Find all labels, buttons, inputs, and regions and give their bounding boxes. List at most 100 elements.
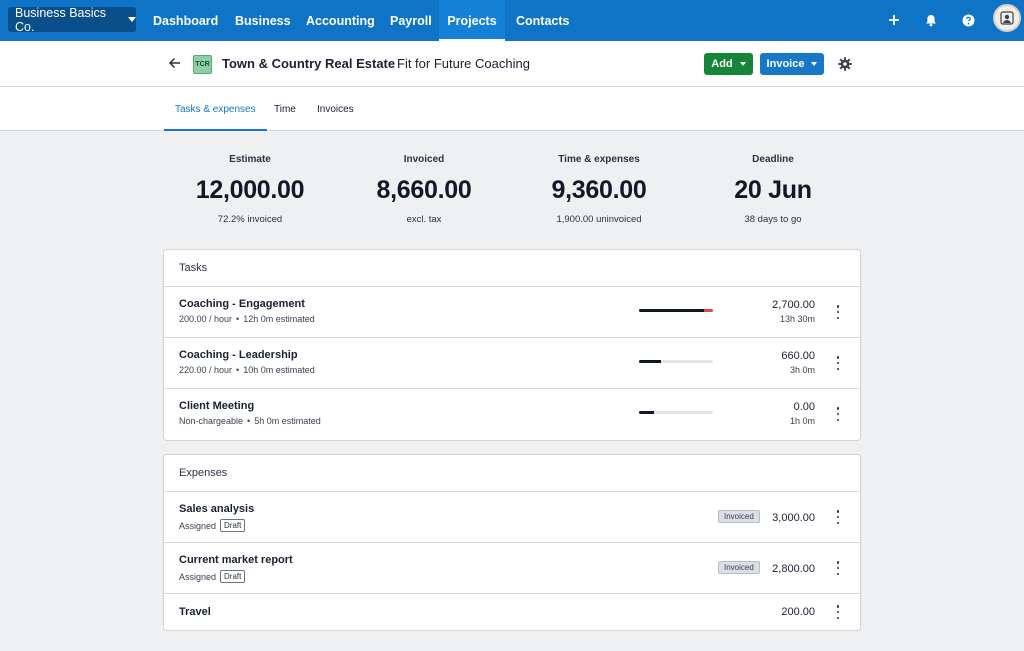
task-meta: Non-chargeable • 5h 0m estimated — [179, 416, 321, 426]
expense-row[interactable]: Current market report Assigned Draft Inv… — [164, 543, 860, 594]
progress-fill — [639, 411, 654, 414]
nav-contacts[interactable]: Contacts — [516, 13, 570, 28]
client-initials-badge: TCR — [193, 55, 212, 74]
invoiced-badge: Invoiced — [718, 561, 760, 574]
expense-meta: Assigned Draft — [179, 519, 246, 532]
project-header: TCR Town & Country Real Estate Fit for F… — [0, 41, 1024, 87]
expense-status: Assigned — [179, 571, 217, 582]
stat-label: Estimate — [229, 154, 271, 165]
avatar[interactable] — [993, 4, 1021, 32]
task-rate: 220.00 / hour — [179, 365, 233, 375]
stat-sub: 72.2% invoiced — [217, 214, 283, 225]
stat-sub: excl. tax — [406, 214, 442, 225]
help-icon[interactable] — [959, 11, 977, 29]
nav-dashboard[interactable]: Dashboard — [153, 13, 219, 28]
expense-row[interactable]: Sales analysis Assigned Draft Invoiced 3… — [164, 492, 860, 543]
task-estimate: 5h 0m estimated — [254, 416, 321, 426]
bell-icon[interactable] — [922, 11, 940, 29]
more-options-icon[interactable] — [833, 407, 843, 421]
stat-sub: 38 days to go — [744, 214, 802, 225]
stat-estimate: Estimate 12,000.00 72.2% invoiced — [160, 154, 340, 225]
task-estimate: 12h 0m estimated — [243, 314, 315, 324]
expense-meta: Assigned Draft — [179, 570, 246, 583]
task-name: Coaching - Engagement — [179, 298, 305, 310]
tab-invoices[interactable]: Invoices — [317, 103, 354, 115]
progress-fill — [639, 360, 662, 363]
stat-label: Time & expenses — [558, 154, 640, 165]
progress-overrun — [703, 309, 713, 312]
more-options-icon[interactable] — [833, 305, 843, 319]
stat-sub: 1,900.00 uninvoiced — [556, 214, 642, 225]
chevron-down-icon — [128, 17, 136, 22]
task-row[interactable]: Coaching - Engagement 200.00 / hour • 12… — [164, 287, 860, 338]
task-amount: 2,700.00 — [772, 299, 815, 311]
stat-time-expenses: Time & expenses 9,360.00 1,900.00 uninvo… — [509, 154, 689, 225]
tab-time[interactable]: Time — [274, 103, 296, 115]
add-button[interactable]: Add — [704, 53, 753, 75]
expense-name: Sales analysis — [179, 503, 255, 515]
task-estimate: 10h 0m estimated — [243, 365, 315, 375]
expense-name: Current market report — [179, 554, 293, 566]
draft-tag: Draft — [220, 570, 246, 583]
expense-status: Assigned — [179, 520, 217, 531]
organisation-switcher[interactable]: Business Basics Co. — [8, 5, 136, 34]
task-amount: 0.00 — [793, 401, 815, 413]
more-options-icon[interactable] — [833, 561, 843, 575]
expenses-card: Expenses Sales analysis Assigned Draft I… — [163, 454, 861, 631]
stat-value: 12,000.00 — [195, 176, 305, 204]
tasks-card: Tasks Coaching - Engagement 200.00 / hou… — [163, 249, 861, 441]
client-name: Town & Country Real Estate — [222, 56, 396, 71]
gear-icon[interactable] — [838, 57, 852, 71]
project-tabs: Tasks & expenses Time Invoices — [0, 87, 1024, 131]
expense-amount: 3,000.00 — [772, 512, 815, 524]
add-button-label: Add — [711, 58, 733, 70]
expense-row[interactable]: Travel 200.00 — [164, 594, 860, 630]
task-name: Client Meeting — [179, 400, 255, 412]
task-amount: 660.00 — [781, 350, 815, 362]
stat-deadline: Deadline 20 Jun 38 days to go — [683, 154, 863, 225]
stat-value: 9,360.00 — [551, 176, 647, 204]
separator-dot: • — [236, 365, 240, 375]
progress-fill — [639, 309, 704, 312]
tasks-card-title: Tasks — [164, 250, 860, 287]
task-rate: 200.00 / hour — [179, 314, 233, 324]
task-name: Coaching - Leadership — [179, 349, 298, 361]
more-options-icon[interactable] — [833, 356, 843, 370]
task-rate: Non-chargeable — [179, 416, 244, 426]
stat-label: Invoiced — [403, 154, 445, 165]
project-name: Fit for Future Coaching — [397, 56, 530, 71]
nav-business[interactable]: Business — [235, 13, 291, 28]
task-time: 3h 0m — [789, 365, 815, 375]
expense-amount: 200.00 — [781, 606, 815, 618]
task-progress-bar — [639, 360, 713, 363]
task-time: 1h 0m — [789, 416, 815, 426]
nav-projects[interactable]: Projects — [439, 0, 505, 41]
organisation-name: Business Basics Co. — [15, 5, 107, 34]
separator-dot: • — [247, 416, 251, 426]
task-row[interactable]: Coaching - Leadership 220.00 / hour • 10… — [164, 338, 860, 389]
tab-tasks-expenses[interactable]: Tasks & expenses — [164, 87, 267, 131]
stat-invoiced: Invoiced 8,660.00 excl. tax — [334, 154, 514, 225]
expense-amount: 2,800.00 — [772, 563, 815, 575]
stat-value: 8,660.00 — [376, 176, 472, 204]
task-progress-bar — [639, 411, 713, 414]
task-meta: 200.00 / hour • 12h 0m estimated — [179, 314, 315, 324]
more-options-icon[interactable] — [833, 510, 843, 524]
stat-label: Deadline — [752, 154, 794, 165]
chevron-down-icon — [739, 62, 746, 66]
more-options-icon[interactable] — [833, 605, 843, 619]
plus-icon[interactable] — [885, 11, 903, 29]
invoice-button-label: Invoice — [766, 58, 805, 70]
task-meta: 220.00 / hour • 10h 0m estimated — [179, 365, 315, 375]
invoice-button[interactable]: Invoice — [760, 53, 824, 75]
nav-payroll[interactable]: Payroll — [390, 13, 432, 28]
task-row[interactable]: Client Meeting Non-chargeable • 5h 0m es… — [164, 389, 860, 440]
chevron-down-icon — [811, 62, 818, 66]
invoiced-badge: Invoiced — [718, 510, 760, 523]
stat-value: 20 Jun — [734, 176, 812, 204]
task-progress-bar — [639, 309, 713, 312]
back-arrow-icon[interactable] — [168, 56, 182, 70]
nav-accounting[interactable]: Accounting — [306, 13, 375, 28]
top-navigation: Business Basics Co. Dashboard Business A… — [0, 0, 1024, 41]
separator-dot: • — [236, 314, 240, 324]
